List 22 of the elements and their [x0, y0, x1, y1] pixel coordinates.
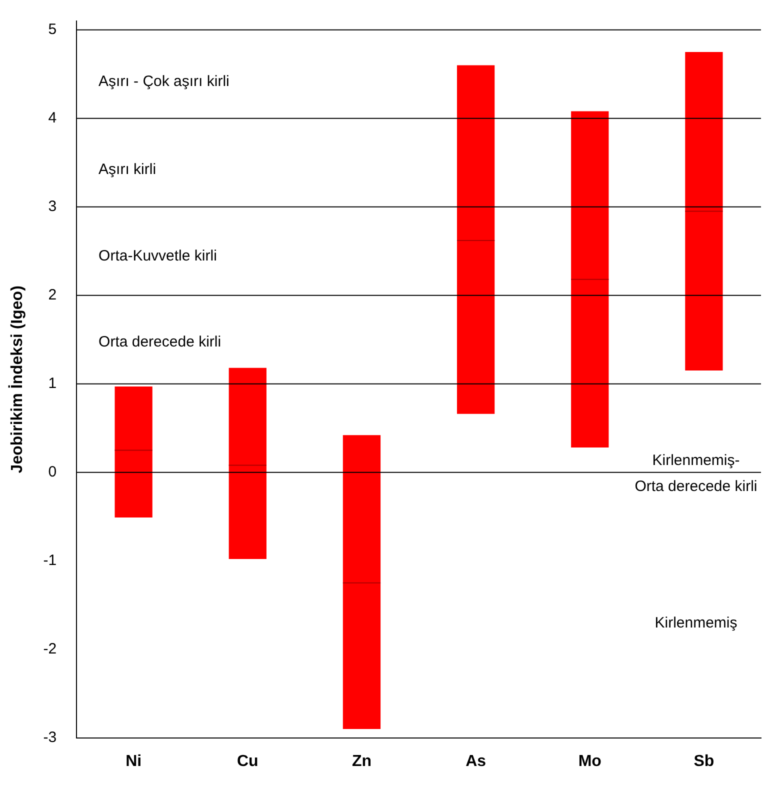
annotation: Orta derecede kirli [98, 333, 222, 350]
y-tick-label: -3 [43, 728, 57, 746]
x-tick-label: Ni [126, 752, 142, 770]
y-tick-label: 0 [48, 463, 57, 480]
annotation: Aşırı kirli [98, 161, 156, 178]
annotation: Kirlenmemiş [654, 614, 738, 632]
x-tick-label: Mo [578, 752, 602, 770]
y-tick-label: -1 [43, 552, 57, 569]
y-tick-label: 3 [48, 198, 57, 215]
y-tick-label: 4 [48, 109, 57, 126]
y-tick-label: -2 [43, 640, 57, 658]
x-tick-label: As [466, 752, 486, 770]
y-tick-label: 2 [48, 286, 57, 304]
x-tick-label: Zn [352, 752, 372, 770]
annotation: Kirlenmemiş- Orta derecede kirli [634, 452, 758, 496]
y-tick-label: 5 [48, 20, 57, 38]
annotation: Orta-Kuvvetle kirli [98, 247, 217, 264]
x-tick-label: Sb [694, 752, 714, 770]
y-tick-label: 1 [48, 374, 57, 392]
y-axis-title: Jeobirikim İndeksi (Igeo) [8, 286, 26, 474]
x-tick-label: Cu [236, 752, 258, 770]
annotation: Aşırı - Çok aşırı kirli [98, 73, 230, 90]
